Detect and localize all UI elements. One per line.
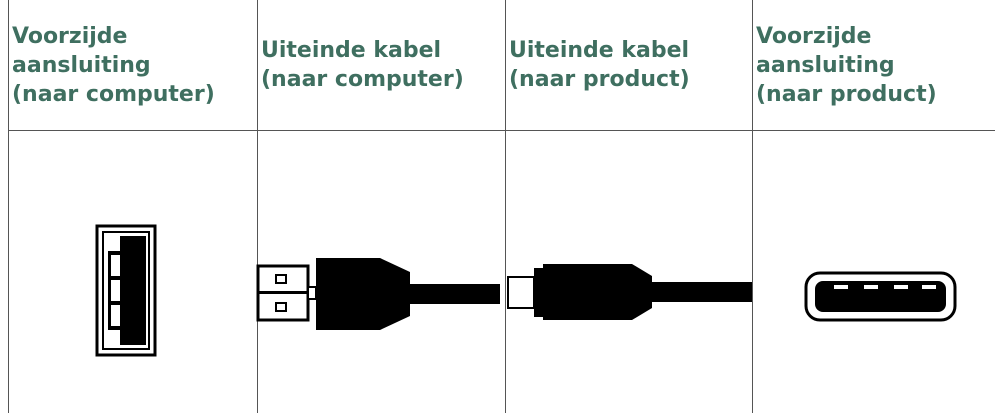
header-line: aansluiting	[12, 52, 151, 78]
header-line: aansluiting	[756, 52, 895, 78]
header-line: (naar computer)	[12, 81, 215, 107]
header-line: (naar computer)	[261, 67, 464, 92]
header-cell: Voorzijde aansluiting (naar computer)	[8, 0, 257, 130]
column-divider	[8, 0, 9, 413]
header-line: (naar product)	[509, 67, 690, 92]
header-line: Voorzijde	[12, 23, 128, 49]
header-line: Uiteinde kabel	[509, 38, 690, 63]
column-divider	[752, 0, 753, 413]
product-cable-end	[507, 264, 752, 320]
usb-a-cable-end	[256, 258, 500, 330]
usb-a-port-vertical	[95, 224, 157, 357]
header-line: Uiteinde kabel	[261, 38, 442, 63]
column-divider	[505, 0, 506, 413]
column-divider	[257, 0, 258, 413]
header-line: Voorzijde	[756, 23, 872, 49]
row-divider	[8, 130, 995, 131]
header-cell: Uiteinde kabel (naar computer)	[257, 0, 505, 130]
header-cell: Uiteinde kabel (naar product)	[505, 0, 752, 130]
usb-port-horizontal	[804, 271, 957, 322]
header-line: (naar product)	[756, 81, 937, 107]
header-cell: Voorzijde aansluiting (naar product)	[752, 0, 995, 130]
